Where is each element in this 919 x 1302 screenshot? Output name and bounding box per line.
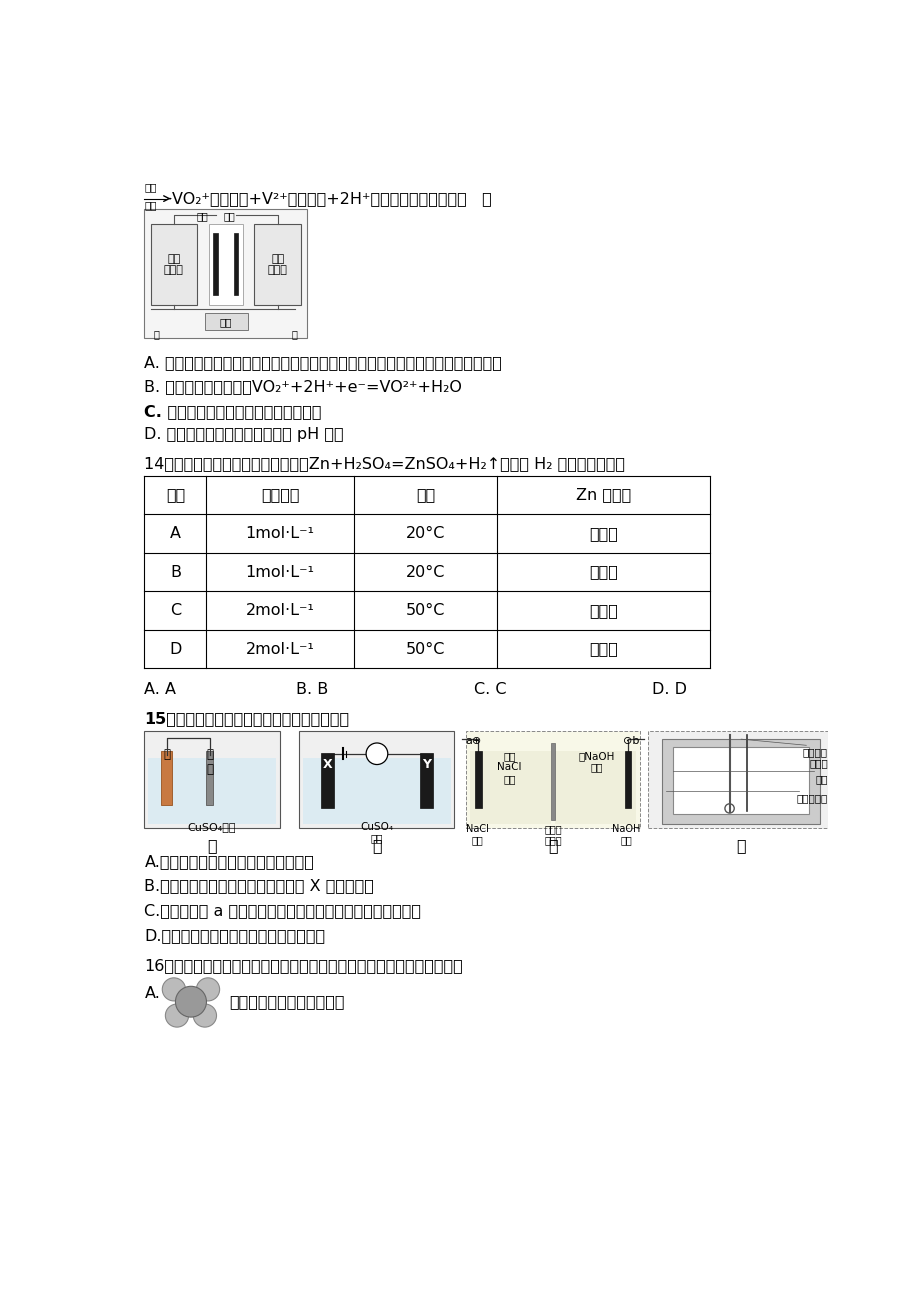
Bar <box>151 224 197 305</box>
Bar <box>209 224 243 305</box>
Text: A.: A. <box>144 987 160 1001</box>
Text: 乙: 乙 <box>371 838 381 853</box>
Text: D. 放电过程中，正极附近溶液的 pH 变小: D. 放电过程中，正极附近溶液的 pH 变小 <box>144 427 344 443</box>
Bar <box>624 751 630 809</box>
Text: 50°C: 50°C <box>405 642 445 656</box>
Text: B: B <box>170 565 181 579</box>
Text: 1mol·L⁻¹: 1mol·L⁻¹ <box>245 565 314 579</box>
Circle shape <box>165 1004 188 1027</box>
Text: 碎泡末塑料: 碎泡末塑料 <box>796 793 827 803</box>
Text: 粉末状: 粉末状 <box>588 642 618 656</box>
Text: 50°C: 50°C <box>405 603 445 618</box>
Bar <box>554 751 635 824</box>
Text: 铜: 铜 <box>164 749 170 762</box>
Text: C. 放电时，正极附近溶液由紫色变绳色: C. 放电时，正极附近溶液由紫色变绳色 <box>144 404 322 419</box>
Text: 电极: 电极 <box>197 211 209 221</box>
Text: 稀NaOH
溶液: 稀NaOH 溶液 <box>577 751 614 772</box>
Bar <box>162 751 172 805</box>
Bar <box>466 732 640 828</box>
Circle shape <box>176 987 206 1017</box>
Bar <box>420 753 432 809</box>
Text: 丁: 丁 <box>735 838 745 853</box>
Text: 负极
电解液: 负极 电解液 <box>267 254 288 275</box>
Text: D.　装置丁可用于测定化学反应的反应热: D. 装置丁可用于测定化学反应的反应热 <box>144 928 325 943</box>
Text: 泵: 泵 <box>291 328 298 339</box>
Text: D: D <box>169 642 181 656</box>
Text: 放电: 放电 <box>144 201 157 210</box>
Text: 正极
电解液: 正极 电解液 <box>164 254 184 275</box>
Bar <box>255 224 301 305</box>
Circle shape <box>162 978 186 1001</box>
Bar <box>321 753 334 809</box>
Circle shape <box>196 978 220 1001</box>
Text: 块　状: 块 状 <box>588 526 618 542</box>
Text: 甲: 甲 <box>207 838 217 853</box>
Text: 15、下列关于图示四个装置的叙述不正确的是: 15、下列关于图示四个装置的叙述不正确的是 <box>144 711 349 727</box>
Text: A.　装置甲是可以在鐵钉上镀铜的装置: A. 装置甲是可以在鐵钉上镀铜的装置 <box>144 854 314 868</box>
Text: 2mol·L⁻¹: 2mol·L⁻¹ <box>245 603 314 618</box>
Text: 饱和
NaCl
溶液: 饱和 NaCl 溶液 <box>496 751 521 784</box>
Text: 环形铁丝
搅拌棒: 环形铁丝 搅拌棒 <box>802 747 827 768</box>
Text: 粉末状: 粉末状 <box>588 565 618 579</box>
Text: X: X <box>323 758 332 771</box>
Bar <box>662 740 820 824</box>
Text: B.　装置乙若为电解精炼铜装置，则 X 电极为精铜: B. 装置乙若为电解精炼铜装置，则 X 电极为精铜 <box>144 879 374 893</box>
Text: Zn 的状态: Zn 的状态 <box>575 487 630 503</box>
Text: C: C <box>170 603 181 618</box>
Text: 1mol·L⁻¹: 1mol·L⁻¹ <box>245 526 314 542</box>
Text: B. 放电时，负极反应为VO₂⁺+2H⁺+e⁻=VO²⁺+H₂O: B. 放电时，负极反应为VO₂⁺+2H⁺+e⁻=VO²⁺+H₂O <box>144 380 462 395</box>
Text: 20°C: 20°C <box>405 526 445 542</box>
Text: A: A <box>170 526 181 542</box>
Text: 阳离子
交换膜: 阳离子 交换膜 <box>543 824 562 845</box>
Bar <box>648 732 834 828</box>
Bar <box>299 732 454 828</box>
Text: NaCl
溶液: NaCl 溶液 <box>466 824 489 845</box>
Bar <box>144 732 279 828</box>
Text: 块　状: 块 状 <box>588 603 618 618</box>
Text: CuSO₄溶液: CuSO₄溶液 <box>187 822 236 832</box>
Text: 温度: 温度 <box>415 487 435 503</box>
Text: 纸板: 纸板 <box>814 773 827 784</box>
Text: 泵: 泵 <box>153 328 160 339</box>
Bar <box>303 758 450 824</box>
Circle shape <box>366 743 388 764</box>
Text: ⊙b: ⊙b <box>622 736 639 746</box>
Bar <box>470 751 550 824</box>
Text: 负载: 负载 <box>220 316 233 327</box>
Text: 20°C: 20°C <box>405 565 445 579</box>
Text: 16、如图是四种常见有机物的比例模型示意图。下列说法正确的是（　）: 16、如图是四种常见有机物的比例模型示意图。下列说法正确的是（ ） <box>144 958 462 974</box>
Text: a⊕: a⊕ <box>465 736 482 746</box>
Bar <box>206 751 212 805</box>
Text: D. D: D. D <box>652 682 686 697</box>
Bar <box>233 233 238 294</box>
Bar <box>205 314 247 331</box>
Text: 铁
钉: 铁 钉 <box>206 749 213 776</box>
Text: 充电: 充电 <box>144 182 157 193</box>
Bar <box>475 751 481 809</box>
Bar <box>148 758 276 824</box>
Text: 硫酸浓度: 硫酸浓度 <box>261 487 299 503</box>
Text: C.　装置丙的 a 端产生的气体能使湿润的淠粉碚化锇试纸变蓝: C. 装置丙的 a 端产生的气体能使湿润的淠粉碚化锇试纸变蓝 <box>144 904 421 918</box>
Text: 试管: 试管 <box>165 487 185 503</box>
Text: C. C: C. C <box>473 682 505 697</box>
Text: 2mol·L⁻¹: 2mol·L⁻¹ <box>245 642 314 656</box>
Text: NaOH
溶液: NaOH 溶液 <box>612 824 640 845</box>
Text: Y: Y <box>422 758 431 771</box>
Text: VO₂⁺（黄色）+V²⁺（绳色）+2H⁺。下列说法正确的是（   ）: VO₂⁺（黄色）+V²⁺（绳色）+2H⁺。下列说法正确的是（ ） <box>172 191 492 206</box>
Text: 14、在四个试管中，发生如下反应：Zn+H₂SO₄=ZnSO₄+H₂↑，产生 H₂ 的速率最快的是: 14、在四个试管中，发生如下反应：Zn+H₂SO₄=ZnSO₄+H₂↑，产生 H… <box>144 457 625 471</box>
Bar <box>550 743 554 820</box>
Text: A: A <box>371 747 381 760</box>
Text: 能使酸性高锰酸锇溶液襞色: 能使酸性高锰酸锇溶液襞色 <box>230 995 345 1009</box>
Text: A. 当电池无法放电时，只要更换电解质溶液，不用外接电源进行充电就可正常工作: A. 当电池无法放电时，只要更换电解质溶液，不用外接电源进行充电就可正常工作 <box>144 355 502 370</box>
Text: A. A: A. A <box>144 682 176 697</box>
Text: 丙: 丙 <box>548 838 558 853</box>
Bar <box>673 747 809 814</box>
Bar <box>144 208 307 339</box>
Circle shape <box>193 1004 216 1027</box>
Bar <box>213 233 218 294</box>
Text: CuSO₄
溶液: CuSO₄ 溶液 <box>360 822 393 844</box>
Text: B. B: B. B <box>295 682 327 697</box>
Text: 隔膜: 隔膜 <box>223 211 235 221</box>
